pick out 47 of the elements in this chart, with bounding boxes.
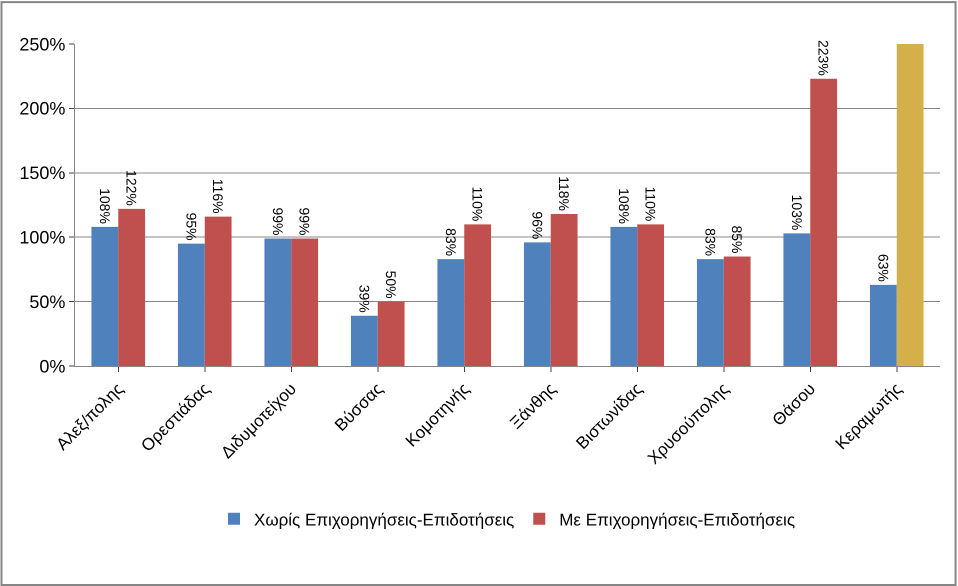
bar	[870, 284, 897, 366]
legend-label: Με Επιχορηγήσεις-Επιδοτήσεις	[559, 510, 796, 530]
bar	[810, 78, 838, 366]
y-tick-label: 50%	[29, 292, 66, 312]
data-label: 85%	[729, 225, 746, 254]
data-label: 96%	[529, 211, 546, 240]
data-label: 116%	[210, 178, 226, 214]
bar	[550, 214, 578, 366]
data-label: 110%	[470, 186, 486, 222]
bar	[637, 224, 664, 366]
bar	[378, 302, 405, 366]
bar	[291, 238, 318, 366]
bar	[178, 244, 205, 366]
data-label: 108%	[96, 188, 113, 224]
bar	[264, 238, 292, 366]
data-label: 39%	[356, 284, 372, 313]
y-tick-label: 250%	[19, 34, 66, 54]
data-label: 95%	[183, 212, 200, 241]
bar	[783, 233, 810, 366]
data-label: 99%	[296, 207, 313, 236]
data-label: 110%	[642, 186, 659, 222]
bar	[896, 44, 924, 366]
bar	[696, 259, 724, 366]
bar	[350, 316, 378, 366]
y-tick-label: 100%	[19, 228, 66, 248]
y-tick-label: 150%	[19, 163, 66, 184]
data-label: 83%	[442, 228, 459, 256]
legend-label: Χωρίς Επιχορηγήσεις-Επιδοτήσεις	[254, 510, 514, 530]
bar	[724, 256, 751, 366]
data-label: 63%	[875, 254, 892, 282]
y-tick-label: 200%	[19, 98, 66, 119]
bar	[118, 208, 146, 366]
data-label: 83%	[702, 228, 718, 256]
bar	[464, 224, 492, 366]
data-label: 108%	[616, 188, 632, 224]
y-tick-label: 0%	[39, 356, 66, 376]
bar	[524, 242, 551, 366]
data-label: 50%	[383, 270, 400, 299]
bar	[204, 216, 232, 366]
data-label: 99%	[270, 207, 286, 236]
bar	[437, 259, 464, 366]
data-label: 103%	[788, 194, 805, 230]
bar	[91, 226, 118, 366]
bar	[610, 226, 638, 366]
data-label: 223%	[816, 40, 832, 76]
data-label: 118%	[556, 176, 572, 212]
data-label: 122%	[124, 170, 140, 206]
